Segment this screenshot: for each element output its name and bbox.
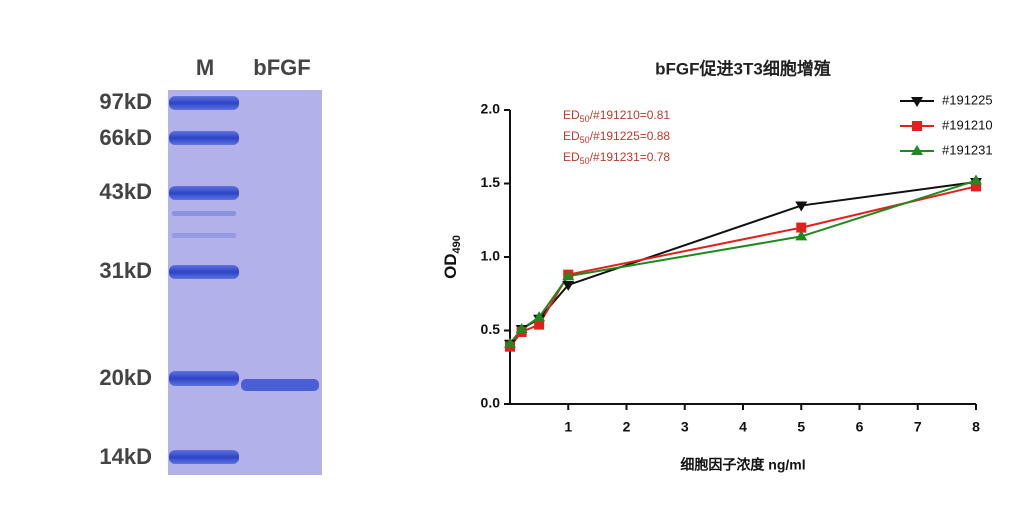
y-tick-label: 1.0 <box>481 248 501 264</box>
chart: bFGF促进3T3细胞增殖 0.0 0.5 1.0 1.5 2.0 1 2 3 4 5 6 7 8 细胞因子… <box>441 58 992 472</box>
point <box>971 181 981 192</box>
annotation-rest: /#191231=0.78 <box>590 150 671 164</box>
y-label-sub: 490 <box>451 235 463 253</box>
annotation-sub: 50 <box>580 114 590 124</box>
y-axis-label: OD490 <box>441 235 462 279</box>
band <box>169 186 239 200</box>
gel: M bFGF 97kD 66kD 43kD 31kD 20kD 14kD <box>99 55 322 475</box>
point <box>795 230 808 241</box>
marker-label: 66kD <box>99 125 152 150</box>
legend-marker <box>911 145 923 155</box>
x-tick-label: 8 <box>972 419 980 435</box>
annotation: ED50/#191231=0.78 <box>563 150 670 166</box>
band <box>169 450 239 464</box>
lane-label: M <box>196 55 214 80</box>
band <box>169 131 239 145</box>
x-tick-label: 1 <box>564 419 572 435</box>
point <box>533 311 546 322</box>
x-tick-label: 5 <box>797 419 805 435</box>
point <box>504 337 516 348</box>
x-tick-label: 3 <box>681 419 689 435</box>
annotation-text: ED <box>563 129 580 143</box>
legend-marker <box>912 121 922 131</box>
annotation: ED50/#191225=0.88 <box>563 129 670 145</box>
legend-marker <box>911 97 923 107</box>
y-tick-label: 0.0 <box>481 395 501 411</box>
point <box>796 222 807 233</box>
point <box>795 201 808 212</box>
point <box>562 280 575 291</box>
gel-image <box>168 90 322 475</box>
legend-label: #191231 <box>942 142 993 157</box>
series-line <box>509 181 977 345</box>
annotation: ED50/#191210=0.81 <box>563 108 670 124</box>
x-tick-label: 4 <box>739 419 747 435</box>
y-tick-label: 1.5 <box>481 174 501 190</box>
y-tick-label: 2.0 <box>481 101 501 117</box>
series-line <box>509 179 977 345</box>
annotation-text: ED <box>563 150 580 164</box>
band <box>172 233 236 238</box>
annotation-text: ED <box>563 108 580 122</box>
marker-label: 20kD <box>99 365 152 390</box>
legend-label: #191210 <box>942 117 993 132</box>
x-tick-label: 6 <box>856 419 864 435</box>
lane-label: bFGF <box>253 55 310 80</box>
point <box>534 319 545 330</box>
chart-title: bFGF促进3T3细胞增殖 <box>655 58 831 78</box>
band <box>241 379 319 391</box>
marker-label: 14kD <box>99 444 152 469</box>
band <box>169 96 239 110</box>
annotation-sub: 50 <box>580 135 590 145</box>
marker-label: 31kD <box>99 258 152 283</box>
annotation-sub: 50 <box>580 156 590 166</box>
x-tick-label: 2 <box>623 419 631 435</box>
marker-label: 43kD <box>99 179 152 204</box>
point <box>515 323 528 334</box>
point <box>562 270 575 281</box>
y-label-text: OD <box>441 253 460 279</box>
annotation-rest: /#191225=0.88 <box>590 129 671 143</box>
legend-label: #191225 <box>942 92 993 107</box>
band <box>172 211 236 216</box>
series-line <box>509 185 977 348</box>
band <box>169 265 239 279</box>
band <box>169 371 239 386</box>
point <box>970 174 982 185</box>
x-axis-label: 细胞因子浓度 ng/ml <box>680 457 805 473</box>
y-tick-label: 0.5 <box>481 321 501 337</box>
annotation-rest: /#191210=0.81 <box>590 108 671 122</box>
x-tick-label: 7 <box>914 419 922 435</box>
marker-label: 97kD <box>99 89 152 114</box>
